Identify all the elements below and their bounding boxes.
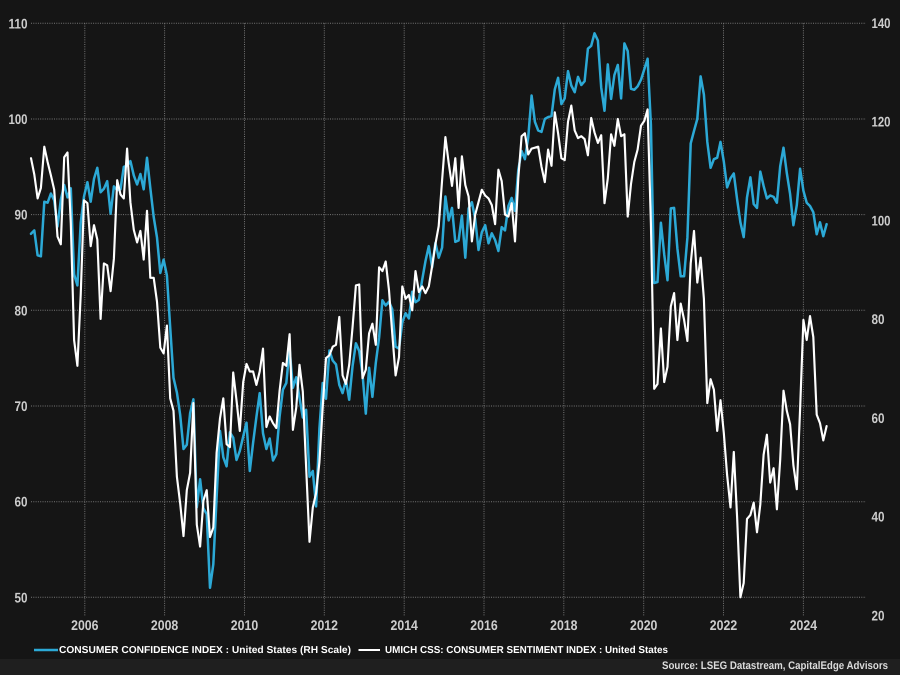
svg-text:100: 100 [872,212,891,228]
svg-text:2010: 2010 [231,617,259,633]
svg-text:60: 60 [872,410,885,426]
svg-text:UMICH CSS: CONSUMER SENTIMENT: UMICH CSS: CONSUMER SENTIMENT INDEX : Un… [385,645,668,656]
svg-text:80: 80 [872,311,885,327]
svg-text:140: 140 [872,15,891,31]
svg-text:2020: 2020 [630,617,658,633]
svg-text:50: 50 [15,589,28,605]
svg-text:2018: 2018 [550,617,578,633]
svg-text:2014: 2014 [391,617,419,633]
svg-text:2006: 2006 [71,617,99,633]
svg-text:60: 60 [15,494,28,510]
svg-text:Source: LSEG Datastream, Capit: Source: LSEG Datastream, CapitalEdge Adv… [662,660,888,672]
svg-text:2008: 2008 [151,617,179,633]
svg-text:70: 70 [15,398,28,414]
svg-text:80: 80 [15,302,28,318]
svg-text:40: 40 [872,509,885,525]
svg-text:2024: 2024 [790,617,818,633]
svg-text:2022: 2022 [710,617,738,633]
svg-text:90: 90 [15,207,28,223]
svg-text:CONSUMER CONFIDENCE INDEX : Un: CONSUMER CONFIDENCE INDEX : United State… [59,645,351,656]
svg-text:110: 110 [9,15,28,31]
svg-text:120: 120 [872,114,891,130]
svg-text:100: 100 [9,111,28,127]
svg-text:2016: 2016 [470,617,498,633]
svg-text:20: 20 [872,607,885,623]
svg-text:2012: 2012 [311,617,339,633]
